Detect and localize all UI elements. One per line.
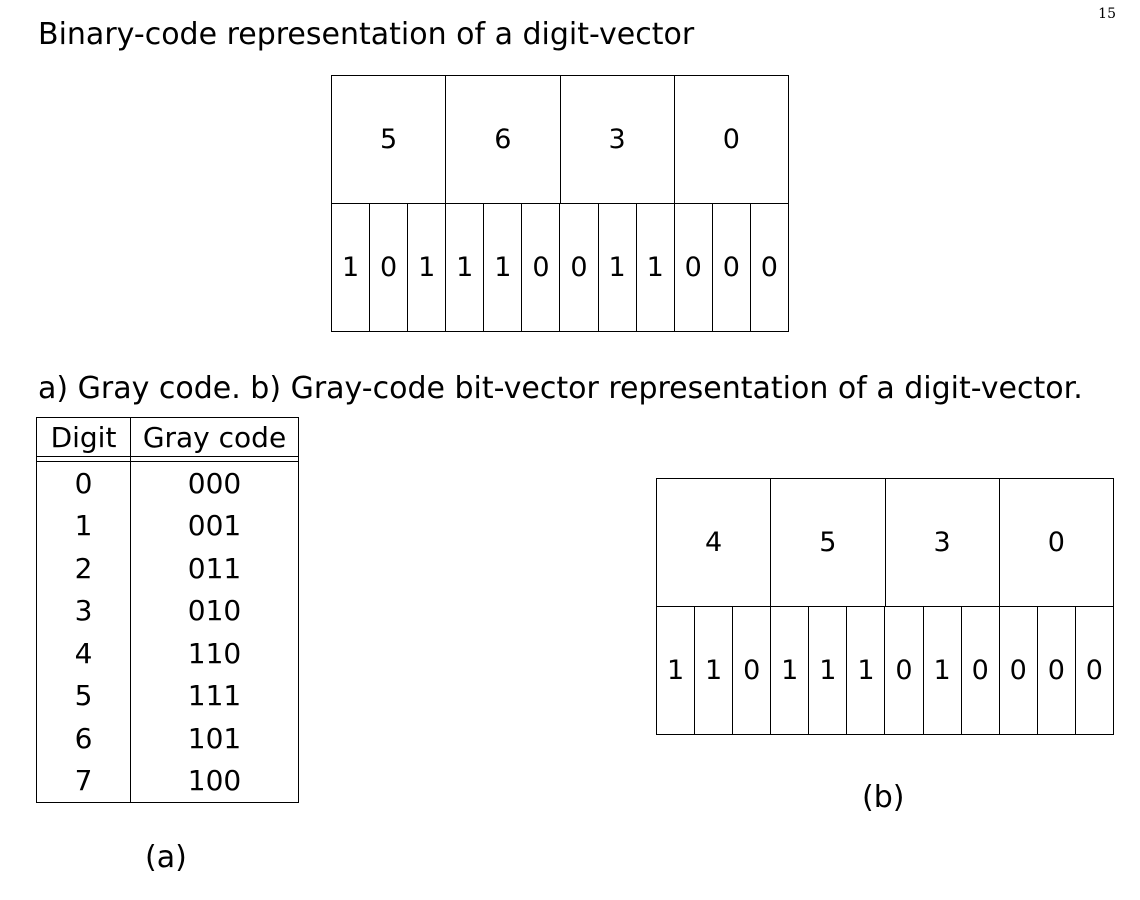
bit-cell: 0 bbox=[1000, 607, 1038, 734]
gray-code-value: 101 bbox=[130, 717, 299, 760]
binary-heading: Binary-code representation of a digit-ve… bbox=[38, 17, 695, 52]
gray-code-table: Digit Gray code 0 000 1 001 2 011 3 010 … bbox=[36, 417, 299, 803]
digit-cell: 5 bbox=[332, 76, 447, 203]
bit-cell: 1 bbox=[847, 607, 886, 734]
bit-cell: 1 bbox=[924, 607, 962, 734]
column-header-gray-code: Gray code bbox=[130, 417, 299, 457]
bit-cell: 1 bbox=[408, 204, 447, 331]
digit-value: 0 bbox=[36, 461, 131, 505]
digit-value: 6 bbox=[36, 717, 131, 760]
table-row: 0 000 bbox=[36, 461, 299, 505]
bit-cell: 0 bbox=[760, 252, 778, 283]
bit-cell: 1 bbox=[599, 204, 637, 331]
gray-code-value: 110 bbox=[130, 632, 299, 675]
bit-cell: 1 bbox=[657, 607, 696, 734]
gray-code-value: 011 bbox=[130, 547, 299, 590]
digit-value: 7 bbox=[36, 759, 131, 803]
digit-cell: 5 bbox=[771, 479, 886, 606]
bit-cell: 1 bbox=[695, 607, 734, 734]
digit-cell: 4 bbox=[657, 479, 772, 606]
gray-code-value: 100 bbox=[130, 759, 299, 803]
table-row: 2 011 bbox=[36, 547, 299, 590]
digit-value: 3 bbox=[36, 589, 131, 632]
gray-code-heading: a) Gray code. b) Gray-code bit-vector re… bbox=[38, 371, 1083, 406]
table-row: 6 101 bbox=[36, 717, 299, 760]
bit-cell: 0 bbox=[560, 204, 599, 331]
table-row: 7 100 bbox=[36, 759, 299, 803]
digit-value: 2 bbox=[36, 547, 131, 590]
page-number: 15 bbox=[1098, 6, 1116, 22]
digit-cell: 0 bbox=[722, 124, 740, 155]
digit-value: 1 bbox=[36, 504, 131, 547]
bit-cell: 0 bbox=[370, 204, 409, 331]
bit-cell: 1 bbox=[771, 607, 810, 734]
gray-code-value: 000 bbox=[130, 461, 299, 505]
column-header-digit: Digit bbox=[36, 417, 131, 457]
table-row: 1 001 bbox=[36, 504, 299, 547]
table-header-row: Digit Gray code bbox=[36, 417, 299, 457]
bit-cell: 1 bbox=[332, 204, 371, 331]
gray-code-value: 111 bbox=[130, 674, 299, 717]
digit-value: 5 bbox=[36, 674, 131, 717]
caption-a: (a) bbox=[145, 840, 187, 875]
gray-code-value: 010 bbox=[130, 589, 299, 632]
bit-cell: 0 bbox=[522, 204, 561, 331]
table-row: 4 110 bbox=[36, 632, 299, 675]
table-row: 5 111 bbox=[36, 674, 299, 717]
table-row: 3 010 bbox=[36, 589, 299, 632]
gray-digit-vector-diagram: 4 5 3 0 1 1 0 1 1 1 0 1 0 0 0 0 bbox=[656, 478, 1114, 735]
bit-cell: 1 bbox=[484, 204, 523, 331]
digit-cell: 3 bbox=[886, 479, 1000, 606]
digit-row: 4 5 3 0 bbox=[657, 479, 1113, 607]
digit-cell: 0 bbox=[1047, 527, 1065, 558]
header-separator bbox=[36, 456, 299, 462]
bit-row: 1 0 1 1 1 0 0 1 1 0 0 0 bbox=[332, 204, 788, 331]
bit-cell: 0 bbox=[733, 607, 772, 734]
bit-cell: 1 bbox=[637, 204, 675, 331]
bit-cell: 0 bbox=[675, 204, 713, 331]
bit-cell: 0 bbox=[962, 607, 1000, 734]
bit-cell: 1 bbox=[809, 607, 848, 734]
digit-cell: 3 bbox=[561, 76, 675, 203]
gray-code-value: 001 bbox=[130, 504, 299, 547]
bit-cell: 0 bbox=[1085, 655, 1103, 686]
bit-row: 1 1 0 1 1 1 0 1 0 0 0 0 bbox=[657, 607, 1113, 734]
bit-cell: 1 bbox=[446, 204, 485, 331]
digit-cell: 6 bbox=[446, 76, 561, 203]
bit-cell: 0 bbox=[885, 607, 924, 734]
caption-b: (b) bbox=[862, 780, 905, 815]
digit-value: 4 bbox=[36, 632, 131, 675]
bit-cell: 0 bbox=[713, 204, 751, 331]
digit-row: 5 6 3 0 bbox=[332, 76, 788, 204]
binary-digit-vector-diagram: 5 6 3 0 1 0 1 1 1 0 0 1 1 0 0 0 bbox=[331, 75, 789, 332]
bit-cell: 0 bbox=[1038, 607, 1076, 734]
